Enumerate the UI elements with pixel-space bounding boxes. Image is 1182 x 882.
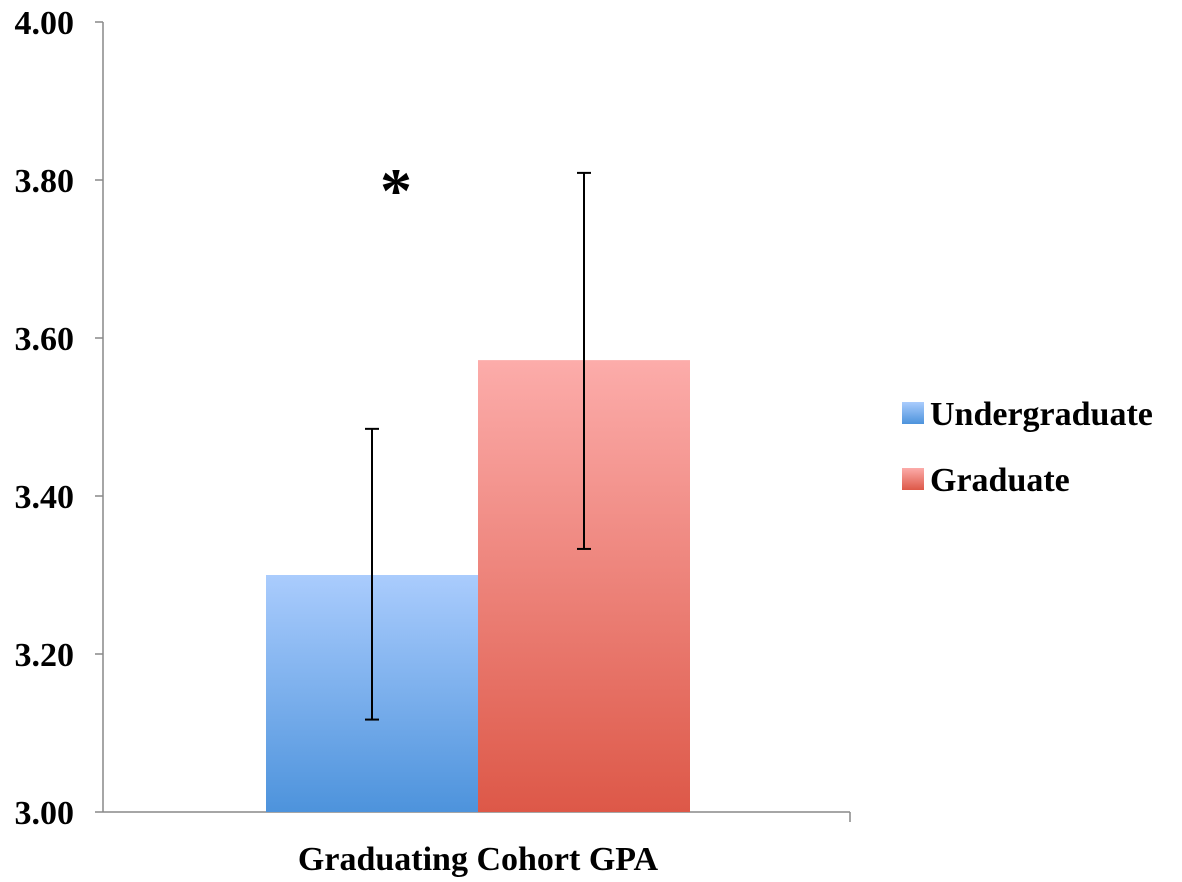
legend-label-graduate: Graduate xyxy=(930,462,1070,499)
significance-asterisk: * xyxy=(380,155,412,226)
error-bars xyxy=(365,171,591,721)
legend-label-undergraduate: Undergraduate xyxy=(930,396,1153,433)
legend-swatch-graduate xyxy=(902,468,924,490)
y-tick-label: 3.20 xyxy=(15,637,75,674)
legend-swatch-undergraduate xyxy=(902,402,924,424)
y-tick-label: 4.00 xyxy=(15,5,75,42)
labels: 3.00 3.20 3.40 3.60 3.80 4.00 * Graduating Coho… xyxy=(15,5,659,878)
legend: Undergraduate Graduate xyxy=(902,396,1153,499)
x-category-label: Graduating Cohort GPA xyxy=(298,841,659,878)
y-tick-label: 3.00 xyxy=(15,795,75,832)
y-tick-label: 3.40 xyxy=(15,479,75,516)
y-tick-label: 3.60 xyxy=(15,321,75,358)
bars xyxy=(266,360,690,812)
y-tick-label: 3.80 xyxy=(15,163,75,200)
